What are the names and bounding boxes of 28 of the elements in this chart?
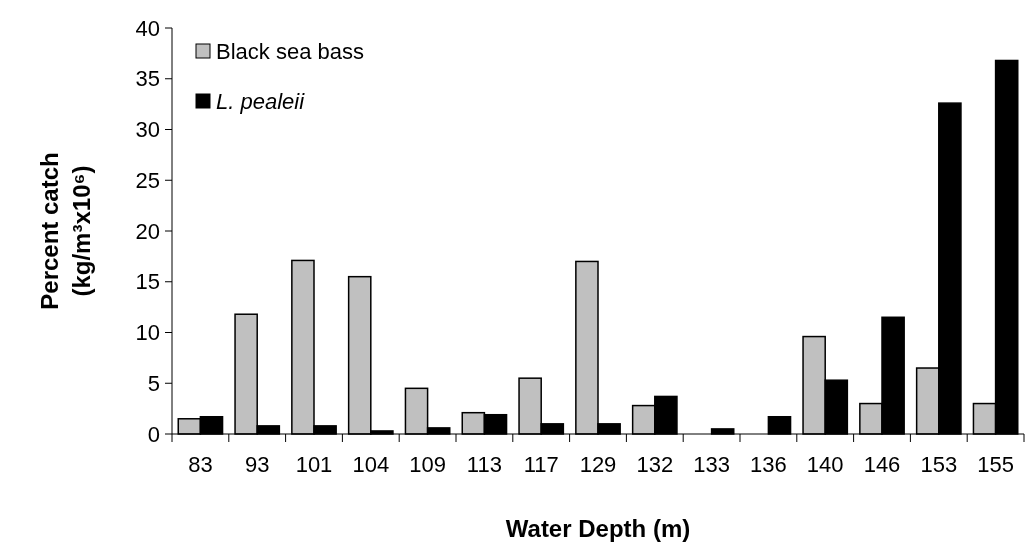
x-tick-label: 104 <box>352 452 390 477</box>
x-tick-label: 117 <box>523 452 559 477</box>
x-tick-label: 93 <box>244 452 270 477</box>
x-tick-label: 133 <box>693 452 730 477</box>
x-tick-label: 83 <box>188 452 213 477</box>
y-tick-label: 5 <box>147 370 160 396</box>
x-tick-label: 153 <box>920 452 958 477</box>
y-tick-label: 30 <box>135 117 160 143</box>
y-tick-label: 40 <box>135 15 160 41</box>
y-tick-label: 25 <box>135 167 160 193</box>
x-axis-title: Water Depth (m) <box>505 515 691 542</box>
y-tick-label: 15 <box>135 269 160 295</box>
x-tick-label: 140 <box>806 452 844 477</box>
x-tick-label: 136 <box>750 452 787 477</box>
x-tick-label: 113 <box>466 452 502 477</box>
x-tick-label: 109 <box>409 452 446 477</box>
legend-label: Black sea bass <box>216 38 364 64</box>
y-tick-label: 35 <box>135 66 160 92</box>
x-tick-label: 146 <box>863 452 901 477</box>
x-tick-label: 132 <box>636 452 674 477</box>
legend-label: L. pealeii <box>216 88 306 114</box>
y-tick-label: 20 <box>135 218 160 244</box>
x-tick-label: 101 <box>295 452 333 477</box>
x-tick-label: 129 <box>579 452 617 477</box>
x-tick-label: 155 <box>977 452 1014 477</box>
y-tick-label: 10 <box>135 320 160 346</box>
y-axis-title: Percent catch (kg/m³x10⁶) <box>36 152 96 310</box>
y-tick-label: 0 <box>147 421 160 447</box>
